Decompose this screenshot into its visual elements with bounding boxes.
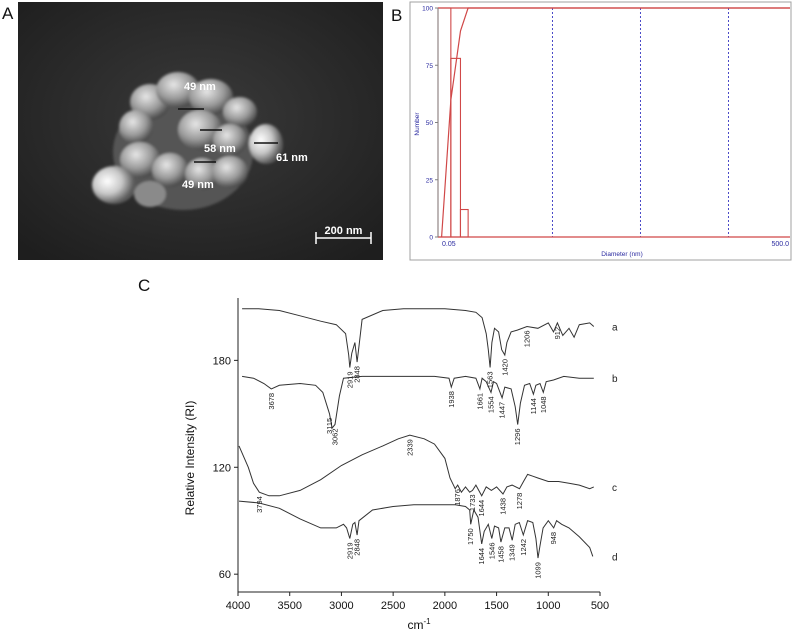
dls-x-axis-title: Diameter (nm)	[601, 251, 643, 258]
peak-label: 2848	[353, 366, 362, 383]
peak-label: 1438	[499, 498, 508, 515]
ftir-y-axis-title: Relative Intensity (RI)	[183, 401, 197, 516]
peak-label: 1938	[447, 391, 456, 408]
peak-label: 1546	[487, 543, 496, 560]
peak-label: 1563	[486, 372, 495, 389]
peak-label: 1349	[508, 544, 517, 561]
panel-label-c: C	[138, 276, 151, 295]
y-tick-label: 100	[422, 6, 433, 13]
spectrum-line	[238, 500, 594, 559]
spectrum-line	[242, 375, 594, 430]
y-tick-label: 60	[219, 569, 231, 581]
x-tick-label: 0.05	[442, 241, 456, 248]
peak-label: 1420	[500, 359, 509, 376]
peak-label: 2919	[345, 543, 354, 560]
spectrum-line	[238, 434, 595, 497]
x-tick-label: 3500	[277, 600, 301, 612]
peak-label: 1278	[515, 493, 524, 510]
series-label: d	[612, 552, 618, 563]
x-tick-label: 4000	[226, 600, 250, 612]
dls-y-axis-title: Number	[414, 112, 421, 136]
y-tick-label: 120	[213, 462, 231, 474]
peak-label: 912	[553, 327, 562, 340]
measurement-label: 49 nm	[182, 179, 214, 191]
peak-label: 1661	[475, 393, 484, 410]
peak-label: 1048	[539, 396, 548, 413]
peak-label: 1144	[529, 398, 538, 414]
peak-label: 3062	[331, 429, 340, 446]
panel-label-a: A	[2, 4, 14, 23]
ftir-chart: 2919 2848 1563 1420 1206 912 3678 3115 3062 1938 1…	[180, 290, 793, 634]
scale-bar: 200 nm	[315, 225, 372, 244]
peak-label: 1447	[498, 402, 507, 419]
y-tick-label: 25	[426, 177, 434, 184]
y-tick-label: 180	[213, 355, 231, 367]
measurement-label: 58 nm	[204, 143, 236, 155]
x-tick-label: 1500	[484, 600, 508, 612]
peak-label: 2339	[405, 439, 414, 456]
x-tick-label: 3000	[329, 600, 353, 612]
peak-label: 1296	[513, 429, 522, 446]
peak-label: 1099	[534, 562, 543, 579]
measurement-label: 61 nm	[276, 152, 308, 164]
y-tick-label: 0	[429, 235, 433, 242]
series-label: c	[612, 483, 617, 494]
dls-frame	[409, 1, 792, 261]
dls-chart: 0 25 50 75 100 0.05 500.0 Diameter (nm) Numb…	[408, 0, 793, 262]
cumulative-curve	[441, 7, 790, 238]
x-tick-label: 500.0	[771, 241, 789, 248]
series-label: b	[612, 374, 618, 385]
peak-label: 1206	[523, 331, 532, 348]
sem-micrograph: 49 nm 58 nm 61 nm 49 nm 200 nm	[18, 2, 383, 260]
peak-label: 3678	[267, 393, 276, 410]
peak-label: 1733	[468, 494, 477, 511]
y-tick-label: 75	[426, 63, 434, 70]
x-tick-label: 2500	[381, 600, 405, 612]
ftir-x-axis-title: cm-1	[407, 617, 431, 632]
peak-label: 1750	[466, 528, 475, 545]
peak-label: 3794	[255, 496, 264, 513]
peak-label: 1242	[519, 539, 528, 556]
peak-label: 1644	[477, 500, 486, 517]
x-tick-label: 1000	[536, 600, 560, 612]
measurement-markers	[178, 108, 278, 163]
x-tick-label: 500	[591, 600, 609, 612]
peak-label: 1554	[487, 396, 496, 413]
peak-label: 3115	[325, 418, 334, 434]
scale-bar-label: 200 nm	[325, 225, 363, 237]
series-label: a	[612, 323, 618, 334]
peak-label: 948	[549, 532, 558, 545]
y-tick-label: 50	[426, 120, 434, 127]
peak-label: 1458	[496, 546, 505, 563]
x-tick-label: 2000	[433, 600, 457, 612]
panel-label-b: B	[391, 6, 403, 25]
measurement-label: 49 nm	[184, 81, 216, 93]
peak-label: 2848	[353, 539, 362, 556]
peak-label: 1644	[477, 548, 486, 565]
spectrum-line	[242, 308, 595, 368]
peak-label: 2919	[345, 372, 354, 389]
peak-label: 1876	[453, 489, 462, 506]
nanoparticle-cluster	[92, 72, 283, 210]
